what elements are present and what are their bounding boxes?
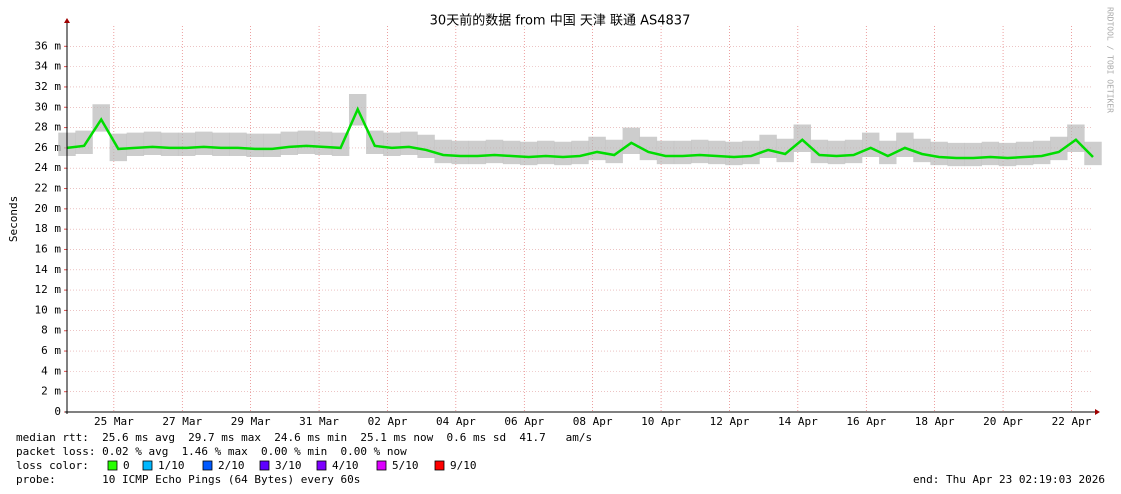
y-tick-label: 0: [54, 405, 61, 418]
x-axis-arrow: [1095, 409, 1100, 415]
chart-title: 30天前的数据 from 中国 天津 联通 AS4837: [430, 13, 691, 29]
y-tick-label: 30 m: [35, 100, 62, 113]
loss-label: 1/10: [158, 459, 185, 472]
x-tick-label: 18 Apr: [915, 415, 955, 428]
stats-line: packet loss: 0.02 % avg 1.46 % max 0.00 …: [16, 445, 407, 458]
y-tick-label: 10 m: [35, 303, 62, 316]
end-time: end: Thu Apr 23 02:19:03 2026: [913, 473, 1105, 486]
stats-line: median rtt: 25.6 ms avg 29.7 ms max 24.6…: [16, 431, 592, 444]
loss-label: 3/10: [275, 459, 302, 472]
x-tick-label: 02 Apr: [368, 415, 408, 428]
loss-swatch: [142, 460, 153, 471]
x-tick-label: 29 Mar: [231, 415, 271, 428]
loss-swatch: [434, 460, 445, 471]
x-tick-label: 10 Apr: [641, 415, 681, 428]
plot-area: [67, 26, 1093, 412]
y-tick-label: 18 m: [35, 222, 62, 235]
y-tick-label: 20 m: [35, 202, 62, 215]
loss-swatch: [376, 460, 387, 471]
y-tick-label: 36 m: [35, 39, 62, 52]
x-tick-label: 31 Mar: [299, 415, 339, 428]
loss-label: 2/10: [218, 459, 245, 472]
y-tick-label: 8 m: [41, 324, 61, 337]
x-tick-label: 27 Mar: [162, 415, 202, 428]
y-tick-label: 6 m: [41, 344, 61, 357]
loss-label: 9/10: [450, 459, 477, 472]
y-axis-arrow: [64, 18, 70, 23]
median-line: [66, 106, 1094, 160]
x-tick-label: 12 Apr: [710, 415, 750, 428]
x-tick-label: 08 Apr: [573, 415, 613, 428]
y-tick-label: 32 m: [35, 80, 62, 93]
watermark: RRDTOOL / TOBI OETIKER: [1106, 7, 1115, 113]
y-tick-label: 16 m: [35, 242, 62, 255]
y-tick-label: 24 m: [35, 161, 62, 174]
x-tick-label: 25 Mar: [94, 415, 134, 428]
y-tick-label: 12 m: [35, 283, 62, 296]
y-axis-label: Seconds: [7, 196, 20, 242]
loss-swatch: [259, 460, 270, 471]
x-tick-label: 06 Apr: [504, 415, 544, 428]
loss-title: loss color:: [16, 459, 89, 472]
y-tick-label: 4 m: [41, 364, 61, 377]
y-tick-label: 26 m: [35, 141, 62, 154]
y-tick-label: 34 m: [35, 60, 62, 73]
loss-swatch: [202, 460, 213, 471]
x-tick-label: 16 Apr: [846, 415, 886, 428]
loss-swatch: [107, 460, 118, 471]
y-tick-label: 2 m: [41, 385, 61, 398]
y-tick-label: 28 m: [35, 121, 62, 134]
loss-label: 0: [123, 459, 130, 472]
x-tick-label: 22 Apr: [1052, 415, 1092, 428]
loss-label: 4/10: [332, 459, 359, 472]
x-tick-label: 04 Apr: [436, 415, 476, 428]
x-tick-label: 14 Apr: [778, 415, 818, 428]
probe-info: probe: 10 ICMP Echo Pings (64 Bytes) eve…: [16, 473, 360, 486]
y-tick-label: 22 m: [35, 182, 62, 195]
loss-label: 5/10: [392, 459, 419, 472]
loss-swatch: [316, 460, 327, 471]
y-tick-label: 14 m: [35, 263, 62, 276]
x-tick-label: 20 Apr: [983, 415, 1023, 428]
